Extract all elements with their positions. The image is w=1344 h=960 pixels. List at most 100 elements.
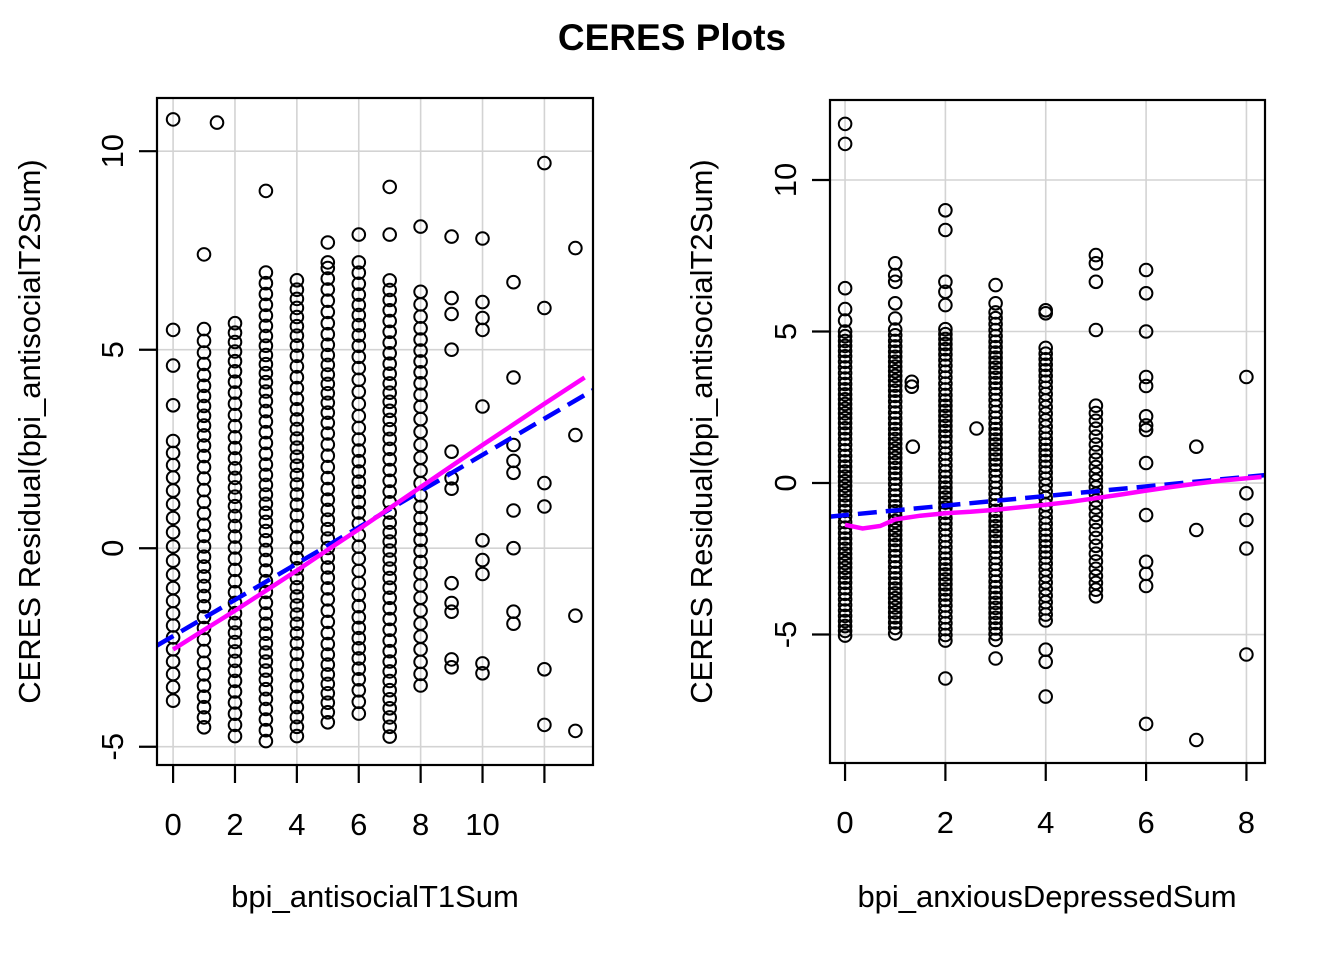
data-point — [1038, 340, 1053, 356]
data-point — [382, 292, 398, 308]
data-point — [887, 471, 903, 487]
data-point — [887, 296, 903, 311]
data-point — [382, 356, 398, 372]
data-point — [320, 293, 336, 309]
data-point — [258, 573, 274, 589]
data-point — [938, 418, 953, 434]
data-point — [1038, 539, 1053, 554]
data-point — [258, 636, 274, 651]
data-point — [938, 551, 953, 567]
data-point — [837, 603, 853, 618]
data-point — [382, 366, 398, 382]
x-tick-label: 2 — [937, 805, 954, 840]
data-point — [506, 540, 521, 556]
data-point — [887, 333, 903, 349]
data-point — [988, 595, 1003, 611]
data-point — [837, 473, 853, 489]
data-point — [568, 427, 583, 443]
data-point — [988, 277, 1003, 293]
data-point — [837, 426, 853, 441]
data-point — [320, 695, 336, 711]
data-point — [837, 592, 853, 607]
data-point — [382, 534, 398, 549]
data-point — [837, 551, 853, 566]
data-point — [382, 462, 398, 478]
data-point — [988, 539, 1003, 555]
data-point — [382, 394, 398, 410]
data-point — [258, 347, 274, 363]
data-point — [196, 599, 212, 614]
data-point — [988, 457, 1003, 473]
data-point — [887, 445, 903, 461]
data-point — [1088, 322, 1104, 338]
data-point — [320, 326, 336, 342]
data-point — [837, 406, 853, 421]
data-point — [320, 315, 336, 331]
data-point — [887, 441, 903, 456]
data-point — [887, 322, 903, 337]
data-point — [258, 505, 274, 521]
data-point — [837, 575, 853, 591]
data-point — [1138, 422, 1154, 438]
data-point — [320, 625, 336, 641]
data-point — [887, 605, 903, 620]
data-point — [413, 354, 428, 369]
data-point — [887, 431, 903, 447]
data-point — [904, 374, 920, 390]
data-point — [887, 620, 903, 636]
data-point — [382, 710, 398, 725]
data-point — [320, 470, 336, 486]
data-point — [1038, 431, 1053, 447]
data-point — [887, 388, 903, 404]
data-point — [289, 402, 305, 417]
data-point — [1038, 689, 1053, 704]
y-tick-label: 10 — [95, 134, 130, 168]
data-point — [227, 461, 243, 476]
data-point — [320, 415, 336, 431]
data-point — [320, 521, 336, 537]
data-point — [837, 570, 853, 585]
data-point — [258, 722, 274, 738]
data-point — [568, 723, 583, 739]
data-point — [351, 610, 367, 625]
data-point — [320, 676, 336, 692]
data-point — [938, 464, 953, 479]
data-point — [351, 328, 367, 343]
data-point — [382, 376, 398, 391]
data-point — [258, 328, 274, 344]
data-point — [382, 484, 398, 499]
data-point — [938, 326, 953, 342]
data-point — [227, 498, 243, 514]
data-point — [258, 616, 274, 632]
data-point — [938, 403, 953, 419]
data-point — [887, 477, 903, 492]
data-point — [382, 654, 398, 669]
data-point — [196, 471, 212, 486]
data-point — [351, 598, 367, 614]
data-point — [320, 715, 336, 730]
data-point — [1088, 459, 1104, 475]
data-point — [837, 541, 853, 557]
data-point — [475, 552, 490, 568]
data-point — [887, 274, 903, 290]
data-point — [320, 603, 336, 619]
data-point — [227, 353, 243, 369]
data-point — [887, 267, 903, 283]
data-point — [227, 315, 243, 331]
data-point — [988, 463, 1003, 478]
data-point — [196, 333, 212, 349]
data-point — [938, 274, 953, 290]
data-point — [537, 475, 552, 491]
data-point — [1088, 256, 1104, 271]
data-point — [289, 598, 305, 613]
data-point — [289, 508, 305, 523]
data-point — [1038, 437, 1053, 452]
data-point — [1138, 369, 1154, 385]
data-point — [988, 370, 1003, 386]
data-point — [351, 297, 367, 313]
data-point — [382, 633, 398, 648]
data-point — [988, 579, 1003, 595]
data-point — [887, 354, 903, 370]
data-point — [1189, 522, 1204, 538]
